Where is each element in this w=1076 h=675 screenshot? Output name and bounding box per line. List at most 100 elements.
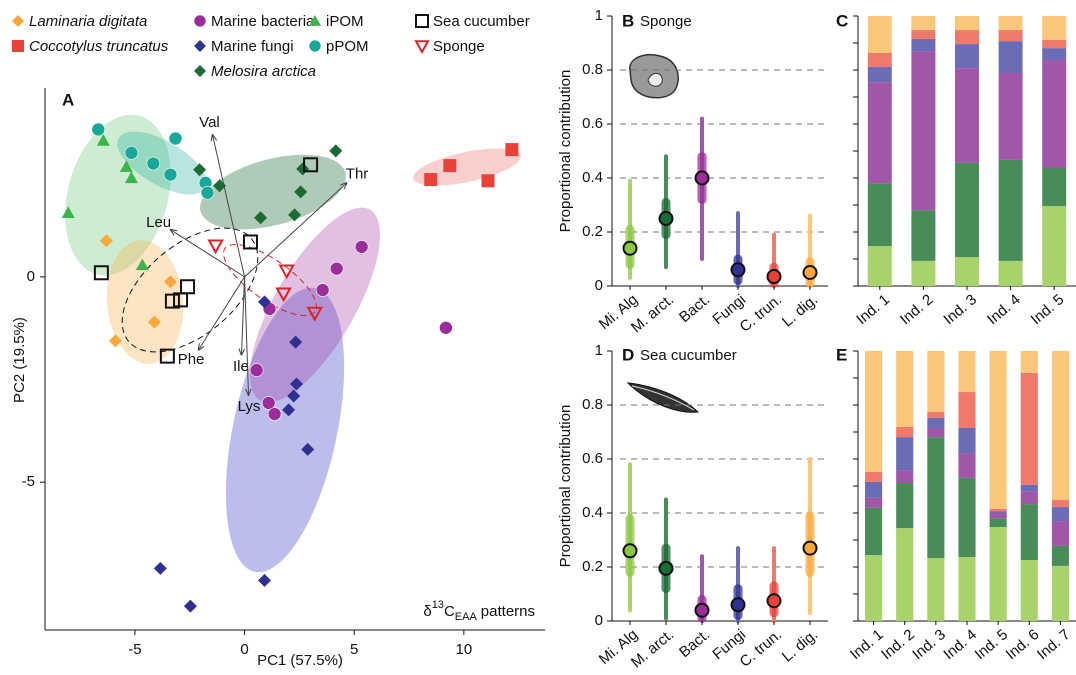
- legend-label: Marine bacteria: [211, 13, 315, 30]
- y-tick-label: 0.8: [582, 61, 603, 78]
- ellipse-fungi: [225, 287, 345, 573]
- point: [163, 167, 178, 182]
- median-point: [730, 262, 746, 278]
- bar-segment: [927, 412, 945, 418]
- panel-label: B: [622, 11, 634, 30]
- point: [258, 295, 272, 309]
- x-tick-label: Ind. 2: [897, 291, 937, 328]
- bar-segment: [958, 477, 976, 558]
- bar-segment: [927, 427, 945, 438]
- x-tick-label: Ind. 5: [1028, 291, 1068, 328]
- bar-segment: [865, 497, 883, 508]
- x-tick-label: Bact.: [676, 626, 713, 661]
- bar-segment: [1042, 206, 1067, 286]
- bar-segment: [1020, 559, 1038, 621]
- point: [193, 163, 207, 177]
- bar-segment: [1042, 16, 1067, 41]
- panel-label: E: [836, 345, 847, 364]
- sponge-icon: [629, 54, 679, 99]
- bar-segment: [1020, 484, 1038, 492]
- x-tick-label: L. dig.: [779, 291, 821, 330]
- bar-segment: [896, 351, 914, 427]
- y-tick-label: 0.8: [582, 396, 603, 413]
- point: [287, 389, 301, 403]
- point: [135, 258, 149, 271]
- median-point: [766, 593, 782, 609]
- point: [481, 174, 495, 188]
- bar-segment: [896, 528, 914, 621]
- bar-segment: [927, 351, 945, 413]
- bar-segment: [955, 16, 979, 31]
- annotation: δ13CEAA patterns: [423, 599, 535, 623]
- loading-arrow: [244, 183, 347, 278]
- x-tick-label: -5: [128, 641, 141, 658]
- bar-segment: [911, 260, 936, 286]
- sea-cucumber-icon: [626, 382, 700, 413]
- point: [108, 334, 122, 348]
- median-point: [802, 265, 818, 280]
- y-tick-label: 1: [595, 7, 603, 24]
- bar-segment: [865, 481, 883, 498]
- median-point: [766, 269, 782, 285]
- ellipse-laminaria: [106, 240, 184, 364]
- point: [96, 134, 110, 146]
- legend-marker: [415, 14, 429, 28]
- bar-segment: [865, 471, 883, 482]
- bar-segment: [958, 427, 976, 454]
- median-point: [622, 240, 638, 256]
- bar-segment: [927, 558, 945, 621]
- bar-segment: [911, 16, 936, 31]
- legend-marker: [194, 40, 206, 52]
- legend-label: Coccotylus truncatus: [29, 38, 169, 55]
- bar-segment: [989, 508, 1007, 512]
- ellipse-coccotylus: [413, 148, 521, 186]
- point: [124, 146, 139, 160]
- x-tick-label: Ind. 6: [1003, 626, 1043, 663]
- median-point: [622, 543, 638, 559]
- ellipse-sea-cucumber: [121, 227, 259, 353]
- bar-segment: [1051, 521, 1069, 546]
- bar-segment: [867, 82, 892, 184]
- y-tick-label: 0: [595, 277, 603, 294]
- y-axis-label: Proportional contribution: [557, 405, 574, 568]
- point: [290, 377, 304, 391]
- bar-segment: [998, 159, 1023, 261]
- loading-arrow: [241, 276, 246, 355]
- x-tick-label: 5: [350, 641, 358, 658]
- y-tick-label: 0.6: [582, 115, 603, 132]
- y-tick-label: 0.2: [582, 223, 603, 240]
- panel-title: Sea cucumber: [640, 347, 737, 364]
- point: [443, 159, 457, 173]
- point: [439, 320, 453, 335]
- point: [91, 122, 106, 137]
- loading-label: Val: [199, 114, 220, 131]
- panel-label: A: [62, 90, 74, 109]
- point: [329, 261, 344, 276]
- bar-segment: [911, 51, 936, 211]
- y-tick-label: 0.6: [582, 450, 603, 467]
- bar-segment: [998, 41, 1023, 73]
- x-tick-label: Bact.: [676, 291, 713, 326]
- point: [261, 396, 276, 410]
- point: [288, 208, 302, 222]
- bar-segment: [1020, 491, 1038, 505]
- bar-segment: [1051, 565, 1069, 621]
- bar-segment: [867, 52, 892, 68]
- point: [207, 239, 224, 255]
- sponge-osculum: [647, 73, 663, 87]
- bar-segment: [955, 68, 979, 163]
- bar-segment: [989, 513, 1007, 519]
- y-tick-label: 0: [595, 612, 603, 629]
- legend-label: pPOM: [326, 38, 369, 55]
- loading-label: Thr: [346, 166, 369, 183]
- legend-marker: [193, 14, 207, 28]
- x-tick-label: Ind. 3: [940, 291, 980, 328]
- point: [301, 442, 315, 456]
- bar-segment: [989, 518, 1007, 528]
- x-tick-label: Ind. 7: [1034, 626, 1074, 663]
- bar-segment: [896, 437, 914, 471]
- point: [289, 335, 303, 349]
- bar-segment: [927, 417, 945, 428]
- point: [146, 156, 161, 171]
